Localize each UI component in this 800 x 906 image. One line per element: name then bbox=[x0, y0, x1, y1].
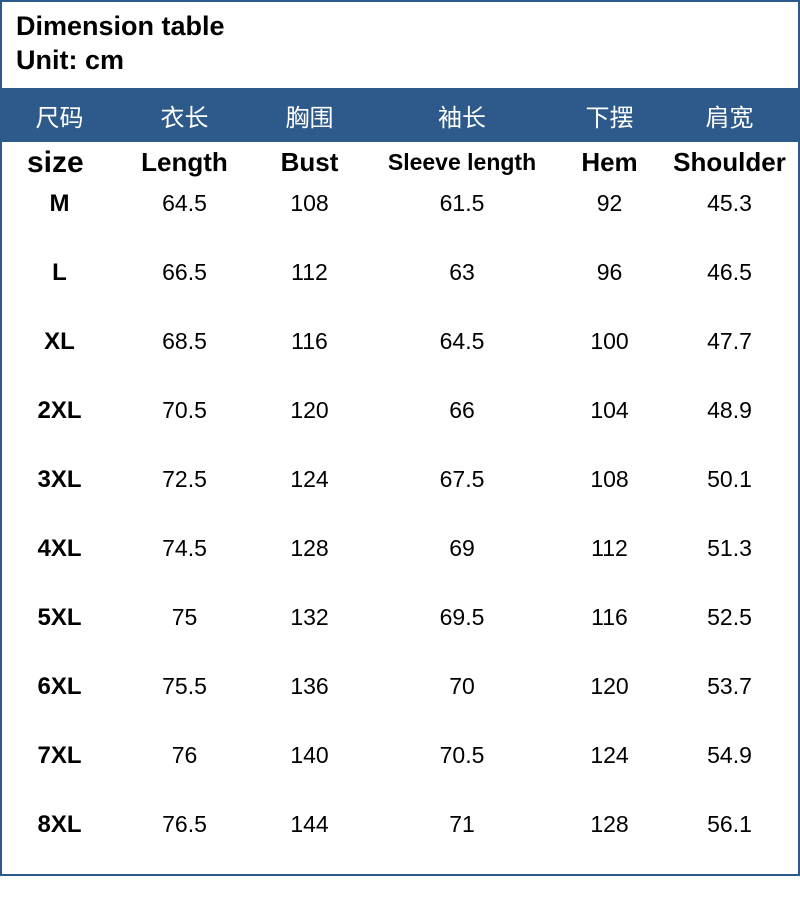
table-row: 4XL74.51286911251.3 bbox=[2, 529, 798, 598]
header-cn-sleeve: 袖长 bbox=[367, 98, 557, 133]
cell-hem: 120 bbox=[557, 673, 662, 700]
cell-sleeve: 70 bbox=[367, 673, 557, 700]
cell-sleeve: 66 bbox=[367, 397, 557, 424]
cell-shoulder: 45.3 bbox=[662, 190, 797, 217]
cell-bust: 124 bbox=[252, 466, 367, 493]
cell-bust: 136 bbox=[252, 673, 367, 700]
cell-size: XL bbox=[2, 328, 117, 356]
table-row: 6XL75.51367012053.7 bbox=[2, 667, 798, 736]
cell-length: 76.5 bbox=[117, 811, 252, 838]
cell-bust: 144 bbox=[252, 811, 367, 838]
cell-size: L bbox=[2, 259, 117, 287]
cell-bust: 128 bbox=[252, 535, 367, 562]
cell-hem: 100 bbox=[557, 328, 662, 355]
header-cn-length: 衣长 bbox=[117, 98, 252, 133]
cell-shoulder: 54.9 bbox=[662, 742, 797, 769]
cell-size: 2XL bbox=[2, 397, 117, 425]
cell-sleeve: 69 bbox=[367, 535, 557, 562]
table-row: XL68.511664.510047.7 bbox=[2, 322, 798, 391]
cell-length: 64.5 bbox=[117, 190, 252, 217]
cell-sleeve: 70.5 bbox=[367, 742, 557, 769]
cell-shoulder: 52.5 bbox=[662, 604, 797, 631]
cell-length: 75 bbox=[117, 604, 252, 631]
cell-bust: 112 bbox=[252, 259, 367, 286]
cell-sleeve: 63 bbox=[367, 259, 557, 286]
cell-length: 76 bbox=[117, 742, 252, 769]
title-line-2: Unit: cm bbox=[16, 44, 784, 78]
cell-hem: 112 bbox=[557, 535, 662, 562]
cell-hem: 124 bbox=[557, 742, 662, 769]
table-row: 2XL70.51206610448.9 bbox=[2, 391, 798, 460]
cell-hem: 128 bbox=[557, 811, 662, 838]
cell-sleeve: 64.5 bbox=[367, 328, 557, 355]
cell-size: M bbox=[2, 190, 117, 218]
table-row: 8XL76.51447112856.1 bbox=[2, 805, 798, 874]
header-cn-shoulder: 肩宽 bbox=[662, 98, 797, 133]
cell-bust: 140 bbox=[252, 742, 367, 769]
cell-length: 70.5 bbox=[117, 397, 252, 424]
cell-shoulder: 53.7 bbox=[662, 673, 797, 700]
cell-length: 74.5 bbox=[117, 535, 252, 562]
table-row: L66.5112639646.5 bbox=[2, 253, 798, 322]
header-cn-size: 尺码 bbox=[2, 98, 117, 133]
cell-shoulder: 48.9 bbox=[662, 397, 797, 424]
cell-size: 5XL bbox=[2, 604, 117, 632]
header-en-sleeve: Sleeve length bbox=[367, 149, 557, 176]
header-en-hem: Hem bbox=[557, 147, 662, 178]
header-en-size: size bbox=[2, 146, 117, 180]
table-row: 5XL7513269.511652.5 bbox=[2, 598, 798, 667]
cell-shoulder: 50.1 bbox=[662, 466, 797, 493]
cell-shoulder: 46.5 bbox=[662, 259, 797, 286]
header-row-english: size Length Bust Sleeve length Hem Shoul… bbox=[2, 142, 798, 184]
cell-hem: 96 bbox=[557, 259, 662, 286]
cell-sleeve: 67.5 bbox=[367, 466, 557, 493]
header-en-shoulder: Shoulder bbox=[662, 147, 797, 178]
cell-size: 3XL bbox=[2, 466, 117, 494]
cell-bust: 116 bbox=[252, 328, 367, 355]
cell-sleeve: 69.5 bbox=[367, 604, 557, 631]
cell-length: 72.5 bbox=[117, 466, 252, 493]
cell-hem: 108 bbox=[557, 466, 662, 493]
cell-shoulder: 47.7 bbox=[662, 328, 797, 355]
cell-length: 68.5 bbox=[117, 328, 252, 355]
header-cn-hem: 下摆 bbox=[557, 98, 662, 133]
cell-size: 7XL bbox=[2, 742, 117, 770]
cell-hem: 104 bbox=[557, 397, 662, 424]
cell-bust: 132 bbox=[252, 604, 367, 631]
table-row: 7XL7614070.512454.9 bbox=[2, 736, 798, 805]
cell-shoulder: 51.3 bbox=[662, 535, 797, 562]
cell-size: 8XL bbox=[2, 811, 117, 839]
data-rows-container: M64.510861.59245.3L66.5112639646.5XL68.5… bbox=[2, 184, 798, 874]
cell-bust: 120 bbox=[252, 397, 367, 424]
cell-size: 6XL bbox=[2, 673, 117, 701]
cell-length: 66.5 bbox=[117, 259, 252, 286]
dimension-table-container: Dimension table Unit: cm 尺码 衣长 胸围 袖长 下摆 … bbox=[0, 0, 800, 876]
cell-size: 4XL bbox=[2, 535, 117, 563]
table-row: 3XL72.512467.510850.1 bbox=[2, 460, 798, 529]
header-row-chinese: 尺码 衣长 胸围 袖长 下摆 肩宽 bbox=[2, 90, 798, 142]
title-line-1: Dimension table bbox=[16, 10, 784, 44]
cell-sleeve: 61.5 bbox=[367, 190, 557, 217]
header-en-length: Length bbox=[117, 147, 252, 178]
cell-sleeve: 71 bbox=[367, 811, 557, 838]
cell-shoulder: 56.1 bbox=[662, 811, 797, 838]
header-cn-bust: 胸围 bbox=[252, 98, 367, 133]
table-row: M64.510861.59245.3 bbox=[2, 184, 798, 253]
cell-hem: 116 bbox=[557, 604, 662, 631]
cell-length: 75.5 bbox=[117, 673, 252, 700]
cell-bust: 108 bbox=[252, 190, 367, 217]
header-en-bust: Bust bbox=[252, 147, 367, 178]
title-section: Dimension table Unit: cm bbox=[2, 2, 798, 90]
cell-hem: 92 bbox=[557, 190, 662, 217]
